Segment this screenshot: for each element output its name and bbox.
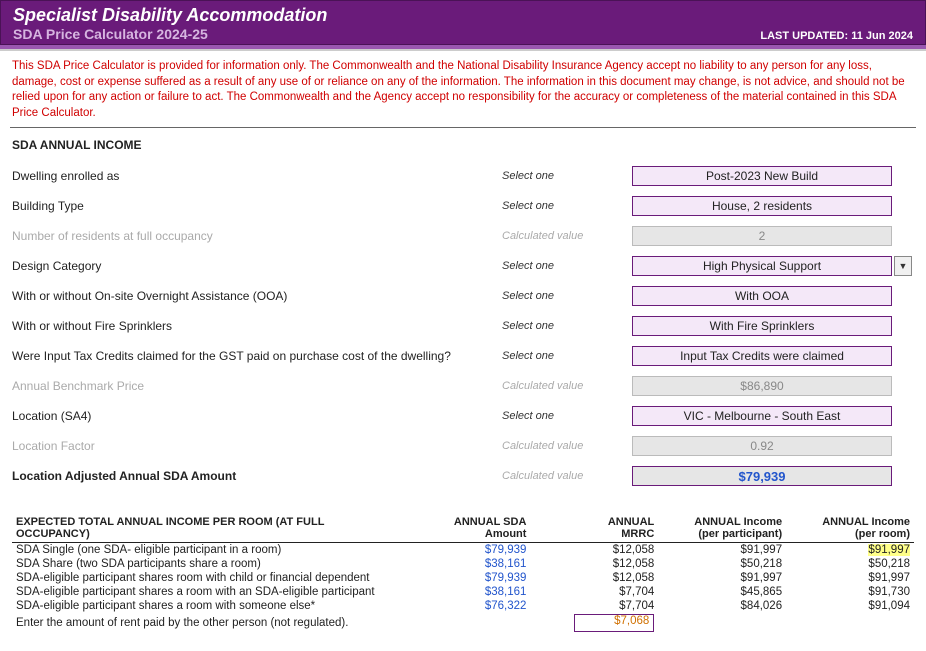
label-location: Location (SA4) [12, 409, 502, 423]
chevron-down-icon[interactable]: ▼ [894, 256, 912, 276]
action-calc: Calculated value [502, 230, 632, 242]
label-factor: Location Factor [12, 439, 502, 453]
col-per-participant: ANNUAL Income(per participant) [658, 514, 786, 543]
col-mrrc: ANNUALMRRC [530, 514, 658, 543]
row-building-type: Building Type Select one House, 2 reside… [12, 192, 914, 220]
action-select: Select one [502, 260, 632, 272]
row-sda: $76,322 [403, 599, 531, 613]
row-design: Design Category Select one High Physical… [12, 252, 914, 280]
annual-income-title: SDA ANNUAL INCOME [12, 138, 914, 152]
action-calc: Calculated value [502, 440, 632, 452]
row-pp: $45,865 [658, 585, 786, 599]
rent-note: Enter the amount of rent paid by the oth… [12, 613, 403, 633]
label-ooa: With or without On-site Overnight Assist… [12, 289, 502, 303]
row-enrolled: Dwelling enrolled as Select one Post-202… [12, 162, 914, 190]
label-benchmark: Annual Benchmark Price [12, 379, 502, 393]
row-pr: $91,094 [786, 599, 914, 613]
disclaimer-text: This SDA Price Calculator is provided fo… [0, 51, 926, 127]
row-adjusted: Location Adjusted Annual SDA Amount Calc… [12, 462, 914, 490]
header-title: Specialist Disability Accommodation [13, 5, 913, 26]
row-sda: $79,939 [403, 543, 531, 558]
label-building-type: Building Type [12, 199, 502, 213]
action-select: Select one [502, 200, 632, 212]
select-building-type[interactable]: House, 2 residents [632, 196, 892, 216]
row-tax: Were Input Tax Credits claimed for the G… [12, 342, 914, 370]
select-fire[interactable]: With Fire Sprinklers [632, 316, 892, 336]
last-updated: LAST UPDATED: 11 Jun 2024 [760, 30, 913, 42]
table-row: SDA-eligible participant shares a room w… [12, 599, 914, 613]
table-row: SDA Share (two SDA participants share a … [12, 557, 914, 571]
row-mrrc: $7,704 [530, 585, 658, 599]
label-tax: Were Input Tax Credits claimed for the G… [12, 349, 502, 363]
action-select: Select one [502, 410, 632, 422]
label-design: Design Category [12, 259, 502, 273]
select-design[interactable]: High Physical Support [632, 256, 892, 276]
row-pp: $91,997 [658, 543, 786, 558]
row-mrrc: $12,058 [530, 557, 658, 571]
row-mrrc: $12,058 [530, 543, 658, 558]
calc-adjusted: $79,939 [632, 466, 892, 486]
label-fire: With or without Fire Sprinklers [12, 319, 502, 333]
select-tax[interactable]: Input Tax Credits were claimed [632, 346, 892, 366]
action-select: Select one [502, 170, 632, 182]
row-sda: $38,161 [403, 557, 531, 571]
select-enrolled[interactable]: Post-2023 New Build [632, 166, 892, 186]
row-desc: SDA-eligible participant shares a room w… [12, 585, 403, 599]
income-table: EXPECTED TOTAL ANNUAL INCOME PER ROOM (A… [12, 514, 914, 633]
row-mrrc: $12,058 [530, 571, 658, 585]
table-row: SDA Single (one SDA- eligible participan… [12, 543, 914, 558]
row-pp: $91,997 [658, 571, 786, 585]
col-per-room: ANNUAL Income(per room) [786, 514, 914, 543]
row-residents: Number of residents at full occupancy Ca… [12, 222, 914, 250]
row-pr: $91,997 [786, 543, 914, 558]
row-pr: $91,997 [786, 571, 914, 585]
row-sda: $38,161 [403, 585, 531, 599]
row-ooa: With or without On-site Overnight Assist… [12, 282, 914, 310]
rent-row: Enter the amount of rent paid by the oth… [12, 613, 914, 633]
row-factor: Location Factor Calculated value 0.92 [12, 432, 914, 460]
select-location[interactable]: VIC - Melbourne - South East [632, 406, 892, 426]
row-desc: SDA-eligible participant shares a room w… [12, 599, 403, 613]
row-pr: $91,730 [786, 585, 914, 599]
row-location: Location (SA4) Select one VIC - Melbourn… [12, 402, 914, 430]
row-pp: $84,026 [658, 599, 786, 613]
calc-factor: 0.92 [632, 436, 892, 456]
row-mrrc: $7,704 [530, 599, 658, 613]
label-adjusted: Location Adjusted Annual SDA Amount [12, 469, 502, 483]
action-select: Select one [502, 350, 632, 362]
rent-input[interactable]: $7,068 [574, 614, 654, 632]
horizontal-rule [10, 127, 916, 128]
calc-benchmark: $86,890 [632, 376, 892, 396]
action-select: Select one [502, 290, 632, 302]
table-title: EXPECTED TOTAL ANNUAL INCOME PER ROOM (A… [12, 514, 403, 543]
page-header: Specialist Disability Accommodation SDA … [0, 0, 926, 45]
calc-residents: 2 [632, 226, 892, 246]
row-desc: SDA Share (two SDA participants share a … [12, 557, 403, 571]
row-desc: SDA Single (one SDA- eligible participan… [12, 543, 403, 558]
row-pr: $50,218 [786, 557, 914, 571]
row-sda: $79,939 [403, 571, 531, 585]
row-pp: $50,218 [658, 557, 786, 571]
label-residents: Number of residents at full occupancy [12, 229, 502, 243]
header-subtitle: SDA Price Calculator 2024-25 [13, 26, 208, 42]
label-enrolled: Dwelling enrolled as [12, 169, 502, 183]
table-row: SDA-eligible participant shares room wit… [12, 571, 914, 585]
row-desc: SDA-eligible participant shares room wit… [12, 571, 403, 585]
action-calc: Calculated value [502, 470, 632, 482]
row-fire: With or without Fire Sprinklers Select o… [12, 312, 914, 340]
select-ooa[interactable]: With OOA [632, 286, 892, 306]
action-calc: Calculated value [502, 380, 632, 392]
col-sda: ANNUAL SDAAmount [403, 514, 531, 543]
action-select: Select one [502, 320, 632, 332]
table-row: SDA-eligible participant shares a room w… [12, 585, 914, 599]
row-benchmark: Annual Benchmark Price Calculated value … [12, 372, 914, 400]
